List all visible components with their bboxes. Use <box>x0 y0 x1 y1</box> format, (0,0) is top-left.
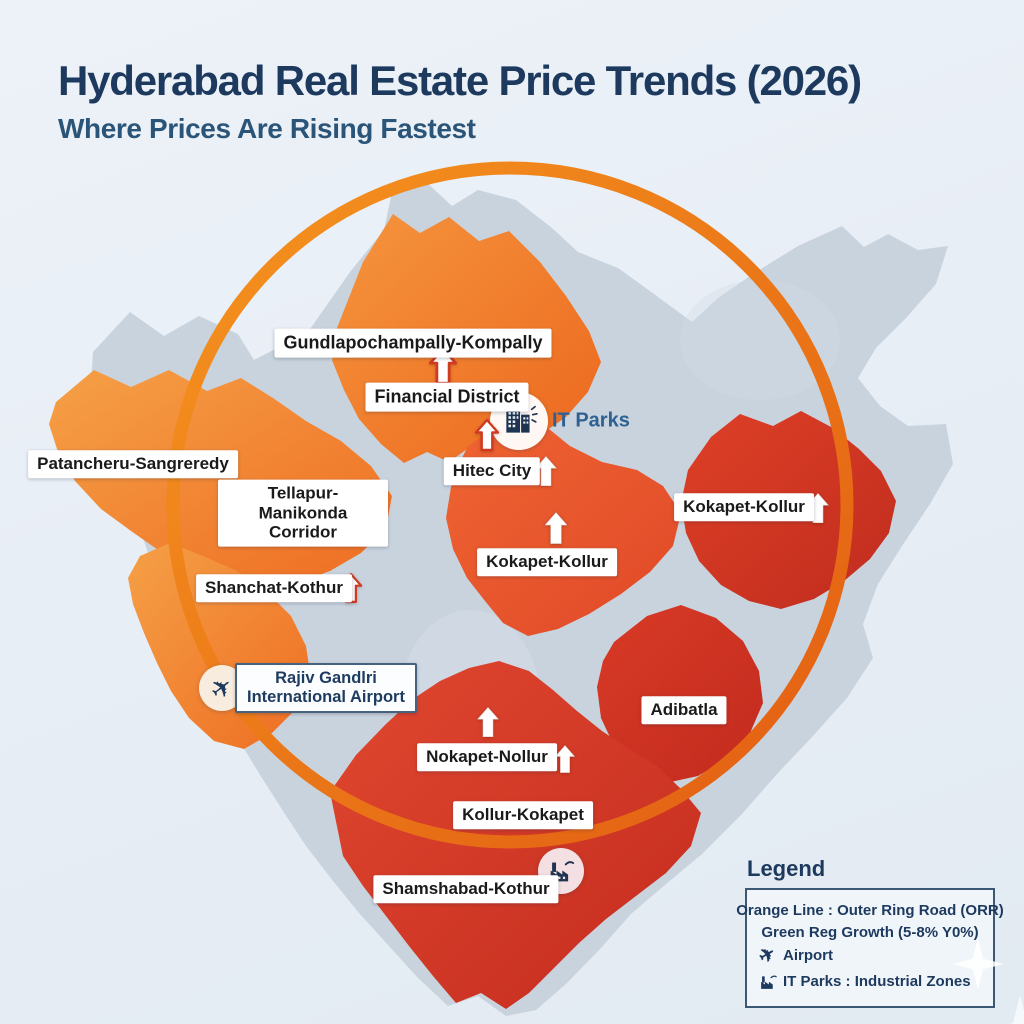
region-label-shanchat-kothur: Shanchat-Kothur <box>196 574 352 602</box>
airplane-icon: ✈ <box>755 942 780 969</box>
legend-item-text: IT Parks : Industrial Zones <box>783 972 971 990</box>
header: Hyderabad Real Estate Price Trends (2026… <box>58 57 862 145</box>
region-label-kokapet-kollur-east: Kokapet-Kollur <box>674 493 814 521</box>
legend-item-it-parks: IT Parks : Industrial Zones <box>756 972 984 992</box>
legend-item-text: Airport <box>783 947 833 965</box>
page-title: Hyderabad Real Estate Price Trends (2026… <box>58 57 862 104</box>
region-label-financial-district: Financial District <box>365 382 529 412</box>
up-arrow-icon <box>543 511 569 545</box>
legend-item-airport: ✈ Airport <box>755 942 984 969</box>
region-label-tellapur-manikonda: Tellapur-Manikonda Corridor <box>218 479 388 547</box>
region-label-kollur-kokapet: Kollur-Kokapet <box>453 801 593 829</box>
outer-ring-road-line <box>166 161 854 849</box>
region-label-shamshabad-kothur: Shamshabad-Kothur <box>373 875 559 903</box>
map-base-highlight-2 <box>680 280 840 400</box>
region-label-hitec-city: Hitec City <box>443 457 541 485</box>
it-parks-label: IT Parks <box>552 409 630 432</box>
legend-title: Legend <box>747 856 826 881</box>
region-label-kokapet-kollur-central: Kokapet-Kollur <box>477 548 617 576</box>
up-arrow-icon <box>476 706 500 738</box>
legend-item-text: Green Reg Growth (5-8% Y0%) <box>761 923 979 941</box>
region-label-patancheru-sangreredy: Patancheru-Sangreredy <box>28 450 238 478</box>
region-shape-adibatla <box>597 605 763 783</box>
legend-item-growth: Green Reg Growth (5-8% Y0%) <box>756 923 984 942</box>
factory-icon <box>756 972 780 992</box>
region-label-nokapet-nollur: Nokapet-Nollur <box>417 743 557 771</box>
legend-item-text: Orange Line : Outer Ring Road (ORR) <box>736 902 1004 919</box>
region-label-adibatla: Adibatla <box>641 696 727 724</box>
page-subtitle: Where Prices Are Rising Fastest <box>58 113 476 145</box>
office-building-icon <box>506 405 538 433</box>
legend-item-orr: Orange Line : Outer Ring Road (ORR) <box>736 902 1004 920</box>
region-label-gundlapochampally-kompally: Gundlapochampally-Kompally <box>274 328 552 358</box>
legend-box: Orange Line : Outer Ring Road (ORR) Gree… <box>736 888 1004 1008</box>
airport-label: Rajiv Gandlri International Airport <box>235 663 417 713</box>
up-arrow-icon <box>474 418 500 452</box>
